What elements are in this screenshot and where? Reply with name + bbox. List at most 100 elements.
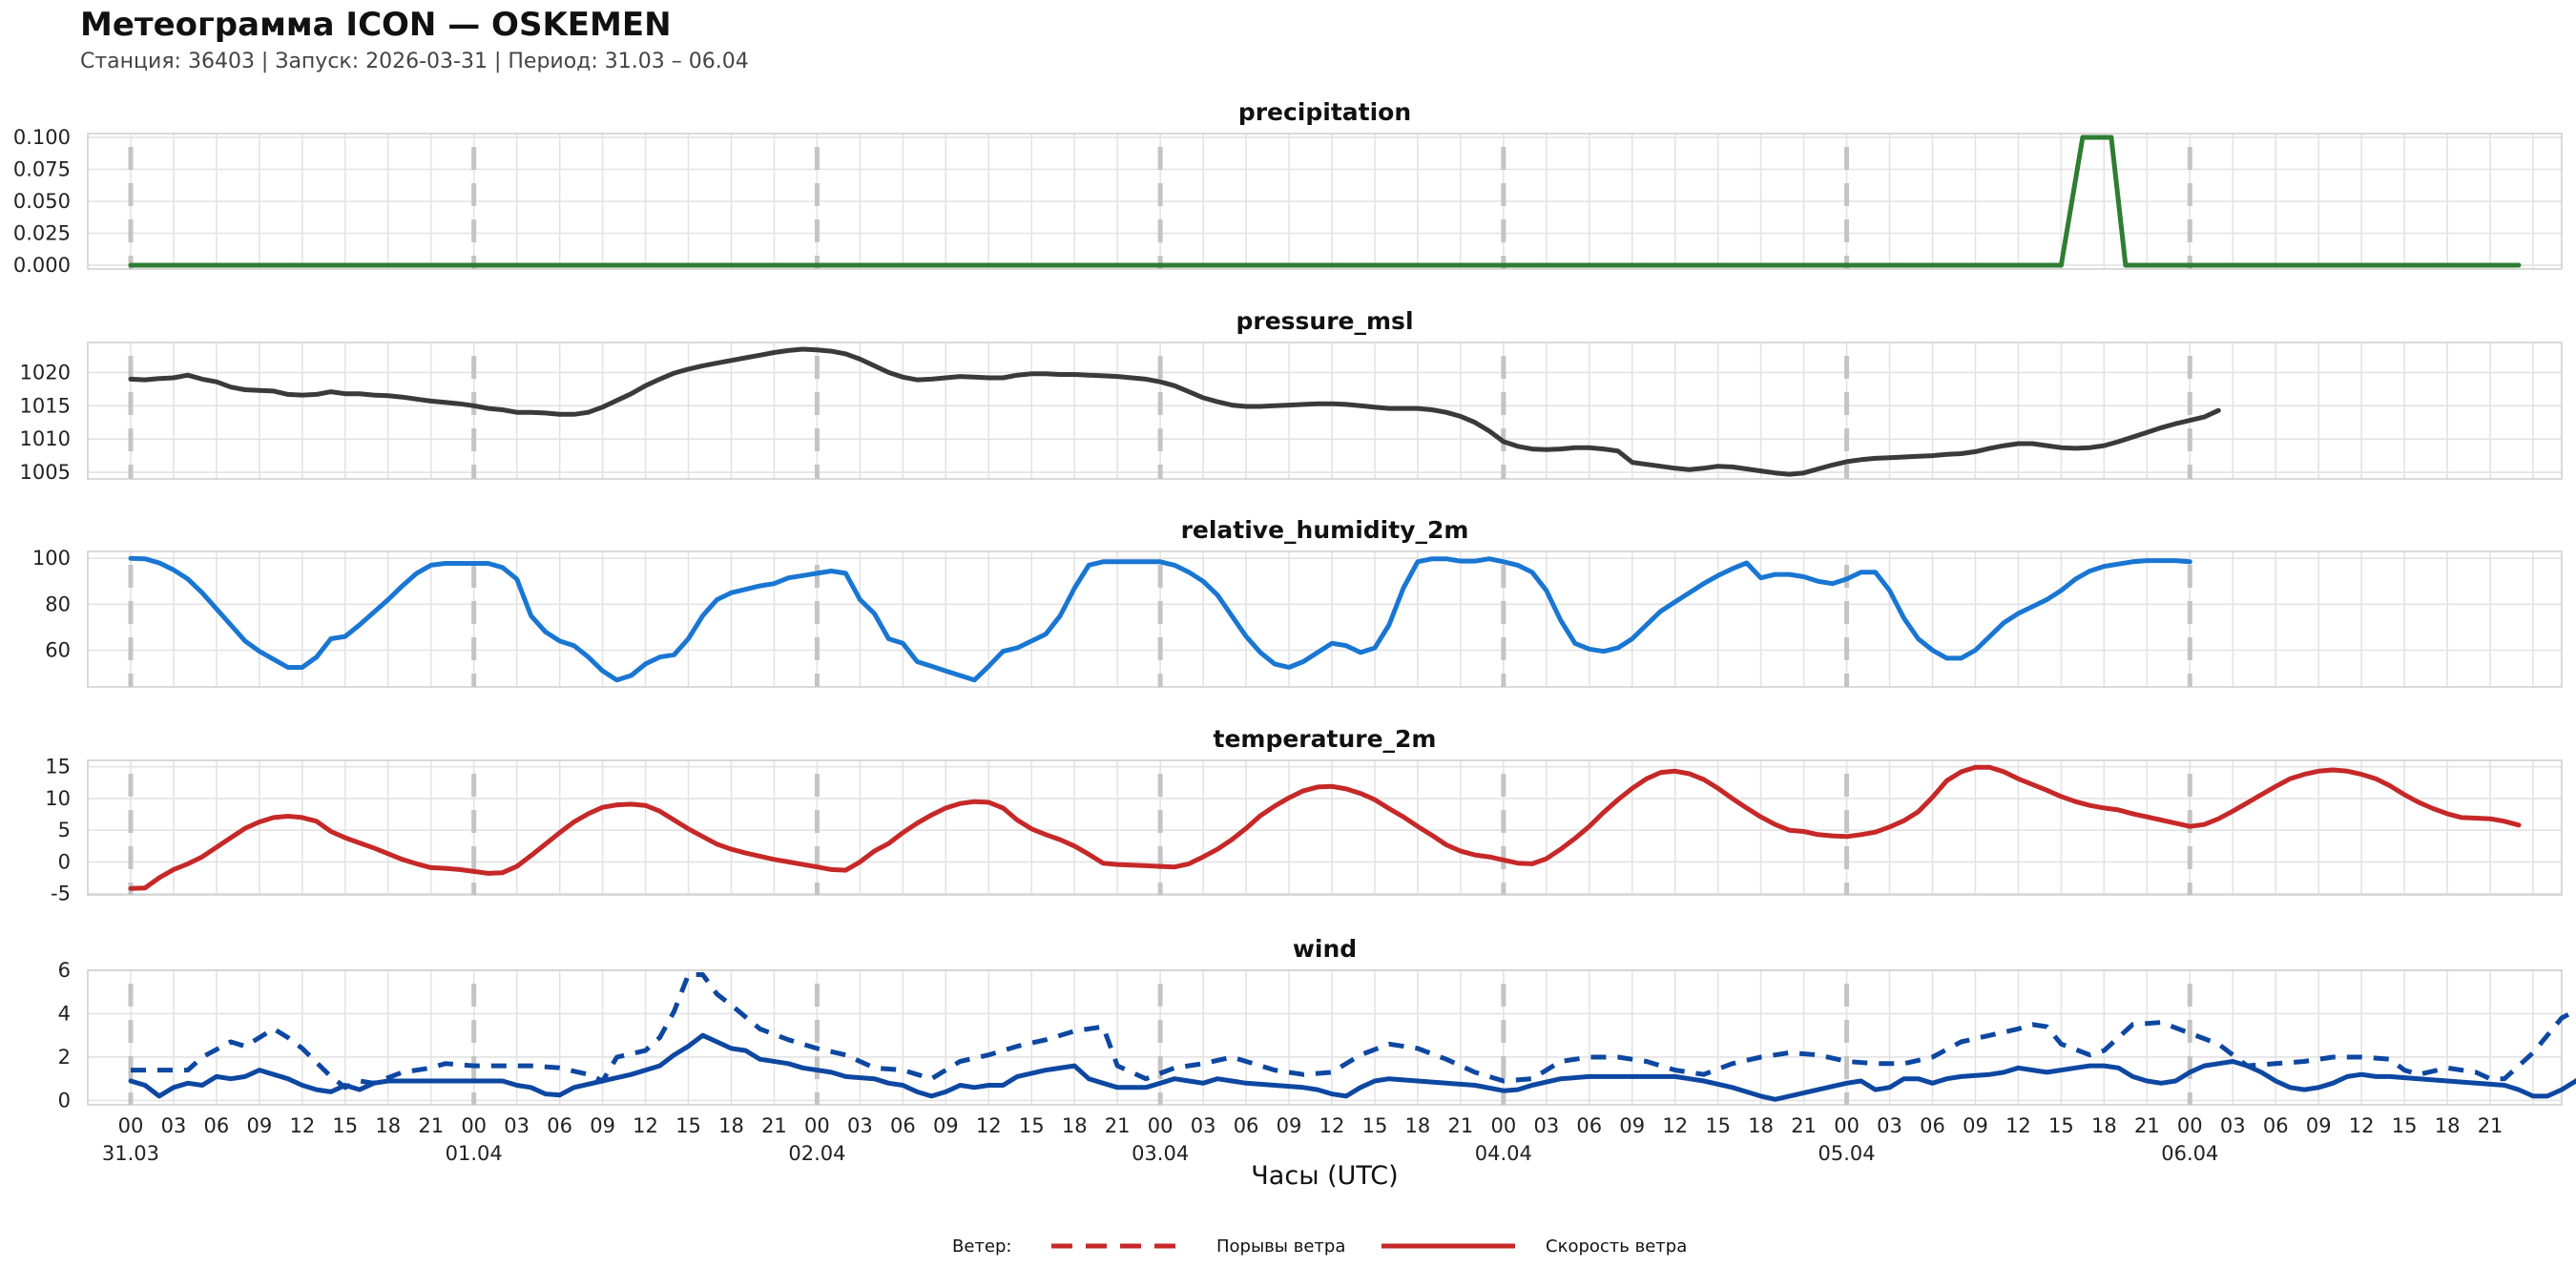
y-tick-label: 100 [32,547,71,570]
x-tick-hour: 12 [976,1114,1002,1137]
x-tick-hour: 15 [332,1114,358,1137]
chart-subtitle: Станция: 36403 | Запуск: 2026-03-31 | Пе… [80,50,749,73]
legend: Ветер: Порывы ветра Скорость ветра [952,1236,1687,1257]
x-tick-hour: 03 [161,1114,187,1137]
legend-title: Ветер: [952,1236,1011,1257]
x-tick-hour: 12 [2349,1114,2375,1137]
y-tick-label: 80 [45,592,71,615]
x-tick-hour: 15 [1019,1114,1045,1137]
y-tick-label: 1005 [20,461,71,484]
legend-label-speed: Скорость ветра [1546,1236,1687,1257]
panel-title: wind [1293,935,1357,963]
temperature_2m-line [128,764,2522,891]
x-tick-hour: 12 [1662,1114,1688,1137]
x-tick-hour: 12 [633,1114,658,1137]
x-tick-hour: 18 [375,1114,401,1137]
x-tick-hour: 09 [1619,1114,1645,1137]
plot-frame [87,969,2563,1106]
panel-title: relative_humidity_2m [1181,516,1469,544]
chart-title: Метеограмма ICON — OSKEMEN [80,6,672,44]
y-tick-label: 6 [58,959,71,982]
x-tick-hour: 09 [1963,1114,1988,1137]
x-tick-hour: 18 [2091,1114,2117,1137]
x-tick-hour: 18 [2435,1114,2461,1137]
y-tick-label: 0.025 [13,221,71,244]
x-tick-hour: 21 [2478,1114,2503,1137]
y-tick-label: 0.050 [13,190,71,213]
panel-title: precipitation [1238,98,1411,126]
x-tick-day: 06.04 [2161,1142,2218,1165]
x-tick-hour: 09 [590,1114,615,1137]
y-tick-label: 1020 [20,361,71,384]
x-tick-hour: 18 [1062,1114,1088,1137]
x-tick-hour: 09 [2306,1114,2332,1137]
y-tick-label: 0.000 [13,254,71,277]
x-tick-hour: 21 [1448,1114,1474,1137]
precipitation-line [128,135,2522,268]
panel-pressure_msl: pressure_msl 1005 1010 1015 1020 [20,307,2563,484]
x-tick-hour: 00 [1148,1114,1174,1137]
y-tick-label: 10 [45,787,71,810]
panel-temperature_2m: temperature_2m -5 0 5 10 15 [45,725,2563,905]
panel-relative_humidity_2m: relative_humidity_2m 60 80 100 [32,516,2563,688]
x-tick-day: 31.03 [102,1142,159,1165]
x-tick-hour: 15 [1705,1114,1731,1137]
x-tick-day: 01.04 [446,1142,503,1165]
x-tick-hour: 00 [1834,1114,1859,1137]
y-tick-label: 0 [58,850,71,873]
x-tick-hour: 09 [933,1114,959,1137]
y-tick-label: 15 [45,756,71,779]
y-tick-label: 0.100 [13,126,71,149]
y-tick-label: -5 [51,883,71,905]
x-tick-hour: 18 [1748,1114,1774,1137]
x-tick-hour: 00 [2177,1114,2203,1137]
x-tick-hour: 21 [1105,1114,1131,1137]
x-tick-hour: 15 [1362,1114,1388,1137]
x-tick-hour: 21 [1791,1114,1817,1137]
y-tick-label: 60 [45,638,71,661]
y-tick-label: 4 [58,1002,71,1025]
x-tick-hour: 06 [1234,1114,1259,1137]
y-tick-label: 1015 [20,394,71,417]
y-tick-label: 5 [58,819,71,841]
x-tick-hour: 06 [547,1114,572,1137]
plot-frame [87,551,2563,688]
x-tick-hour: 06 [204,1114,230,1137]
x-tick-hour: 21 [761,1114,787,1137]
x-tick-hour: 09 [246,1114,272,1137]
x-tick-hour: 06 [1920,1114,1945,1137]
plot-frame [87,342,2563,480]
x-tick-hour: 21 [418,1114,444,1137]
x-tick-hour: 00 [461,1114,487,1137]
y-tick-label: 1010 [20,427,71,450]
x-tick-hour: 03 [1533,1114,1559,1137]
x-tick-day: 02.04 [788,1142,845,1165]
x-tick-hour: 06 [890,1114,916,1137]
x-tick-hour: 03 [847,1114,873,1137]
plot-frame [87,759,2563,896]
x-tick-hour: 09 [1277,1114,1302,1137]
pressure_msl-line [128,346,2221,477]
x-tick-hour: 03 [2220,1114,2246,1137]
x-tick-hour: 15 [2392,1114,2418,1137]
x-axis: 00 03 06 09 12 15 18 21 00 03 06 09 12 15 18 21 00 03 06 09… [102,1114,2503,1191]
x-axis-label: Часы (UTC) [1251,1161,1398,1191]
plot-frame [87,133,2563,270]
panel-title: temperature_2m [1214,725,1437,753]
panel-precipitation: precipitation 0.000 0.025 0.050 0.075 0.100 [13,98,2563,277]
legend-label-gusts: Порывы ветра [1216,1236,1345,1257]
x-tick-hour: 12 [1319,1114,1345,1137]
x-tick-hour: 18 [718,1114,744,1137]
gust-line [131,972,2576,1091]
x-tick-hour: 03 [1877,1114,1902,1137]
y-tick-label: 2 [58,1046,71,1069]
x-tick-hour: 03 [1191,1114,1216,1137]
x-tick-day: 04.04 [1475,1142,1532,1165]
x-tick-hour: 06 [1576,1114,1602,1137]
x-tick-hour: 03 [504,1114,530,1137]
x-tick-hour: 12 [2005,1114,2031,1137]
relative_humidity_2m-line [128,555,2192,683]
x-tick-hour: 15 [675,1114,701,1137]
x-tick-day: 05.04 [1818,1142,1876,1165]
